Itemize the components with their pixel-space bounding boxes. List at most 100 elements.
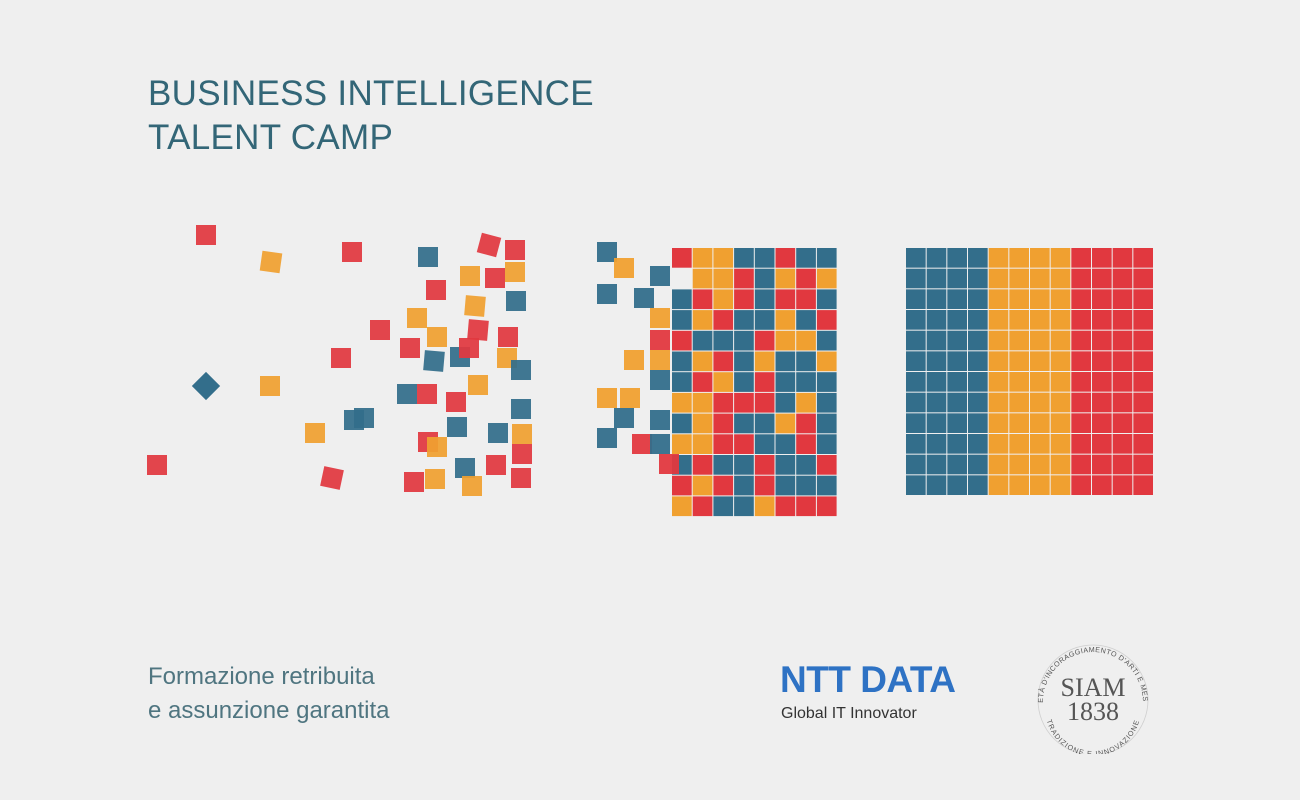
- mosaic-ordered-cell: [947, 392, 967, 413]
- mosaic-square: [400, 338, 420, 358]
- mosaic-ordered-cell: [906, 248, 926, 268]
- mosaic-ordered-cell: [947, 330, 967, 351]
- mosaic-ordered-cell: [1009, 434, 1029, 454]
- mosaic-square: [455, 458, 475, 478]
- mosaic-grid-cell: [672, 330, 692, 351]
- tagline-text: Formazione retribuita e assunzione garan…: [148, 660, 390, 728]
- mosaic-grid-cell: [692, 413, 713, 434]
- mosaic-grid-cell: [816, 351, 837, 372]
- mosaic-ordered-cell: [1071, 289, 1091, 309]
- mosaic-ordered-cell: [1092, 434, 1112, 454]
- mosaic-square: [342, 242, 362, 262]
- mosaic-square: [423, 350, 445, 372]
- mosaic-ordered-cell: [968, 434, 988, 454]
- mosaic-ordered-cell: [988, 310, 1009, 330]
- mosaic-square: [650, 370, 670, 390]
- mosaic-grid-cell: [775, 372, 796, 392]
- mosaic-ordered-cell: [947, 310, 967, 330]
- mosaic-ordered-cell: [1071, 351, 1091, 371]
- mosaic-square: [331, 348, 351, 368]
- mosaic-square: [464, 295, 486, 317]
- mosaic-ordered-cell: [988, 289, 1009, 309]
- mosaic-grid-cell: [713, 330, 734, 351]
- mosaic-ordered-cell: [988, 392, 1009, 413]
- mosaic-ordered-cell: [1030, 372, 1050, 392]
- mosaic-ordered-cell: [1050, 268, 1071, 289]
- mosaic-ordered-cell: [926, 372, 947, 392]
- mosaic-ordered-cell: [1092, 392, 1112, 413]
- mosaic-ordered-cell: [1133, 248, 1153, 268]
- mosaic-ordered-cell: [1030, 392, 1050, 413]
- siam-year: 1838: [1067, 697, 1119, 726]
- mosaic-ordered-cell: [947, 248, 967, 268]
- mosaic-grid-cell: [775, 392, 796, 413]
- mosaic-grid-cell: [796, 413, 816, 434]
- siam-seal-logo: SOCIETÀ D'INCORAGGIAMENTO D'ARTI E MESTI…: [1025, 638, 1150, 754]
- mosaic-ordered-cell: [1009, 330, 1029, 351]
- mosaic-ordered-cell: [1133, 475, 1153, 495]
- mosaic-ordered-cell: [926, 454, 947, 475]
- mosaic-grid-cell: [713, 392, 734, 413]
- mosaic-ordered-cell: [968, 330, 988, 351]
- mosaic-ordered-cell: [1009, 289, 1029, 309]
- mosaic-ordered-cell: [1030, 454, 1050, 475]
- mosaic-ordered-cell: [1009, 454, 1029, 475]
- mosaic-ordered-cell: [1030, 413, 1050, 433]
- mosaic-ordered-cell: [968, 392, 988, 413]
- mosaic-grid-cell: [692, 310, 713, 330]
- mosaic-grid-cell: [692, 372, 713, 392]
- mosaic-square: [597, 284, 617, 304]
- mosaic-ordered-cell: [947, 454, 967, 475]
- mosaic-grid-cell: [734, 434, 754, 454]
- mosaic-ordered-cell: [1050, 310, 1071, 330]
- mosaic-ordered-cell: [1092, 248, 1112, 268]
- mosaic-ordered-cell: [1071, 330, 1091, 351]
- mosaic-ordered-cell: [1009, 268, 1029, 289]
- mosaic-ordered-cell: [1071, 372, 1091, 392]
- mosaic-grid-cell: [796, 434, 816, 454]
- mosaic-ordered-cell: [1112, 330, 1133, 351]
- mosaic-grid-cell: [754, 310, 775, 330]
- mosaic-square: [486, 455, 506, 475]
- mosaic-ordered-cell: [906, 351, 926, 371]
- mosaic-square: [460, 266, 480, 286]
- mosaic-grid-cell: [775, 434, 796, 454]
- mosaic-grid-cell: [775, 330, 796, 351]
- mosaic-grid-cell: [713, 455, 734, 475]
- mosaic-grid-cell: [775, 248, 796, 268]
- mosaic-grid-cell: [713, 496, 734, 517]
- mosaic-grid-cell: [816, 475, 837, 496]
- mosaic-ordered-cell: [1112, 434, 1133, 454]
- mosaic-ordered-cell: [1009, 351, 1029, 371]
- mosaic-grid-cell: [775, 268, 796, 289]
- mosaic-grid-cell: [754, 330, 775, 351]
- mosaic-grid-cell: [692, 330, 713, 351]
- mosaic-ordered-cell: [968, 413, 988, 433]
- mosaic-square: [511, 360, 531, 380]
- mosaic-ordered-cell: [1050, 454, 1071, 475]
- mosaic-ordered-cell: [1133, 351, 1153, 371]
- mosaic-square: [370, 320, 390, 340]
- mosaic-ordered-cell: [1071, 475, 1091, 495]
- mosaic-square: [147, 455, 167, 475]
- mosaic-ordered-cell: [906, 372, 926, 392]
- mosaic-square: [404, 472, 424, 492]
- mosaic-square: [624, 350, 644, 370]
- mosaic-ordered-cell: [1050, 330, 1071, 351]
- mosaic-square: [260, 376, 280, 396]
- mosaic-grid-cell: [672, 289, 692, 310]
- mosaic-grid-cell: [672, 310, 692, 330]
- mosaic-square: [462, 476, 482, 496]
- mosaic-grid-cell: [672, 392, 692, 413]
- ntt-data-logo: NTT DATA Global IT Innovator: [780, 660, 1000, 730]
- mosaic-square: [397, 384, 417, 404]
- mosaic-ordered-cell: [926, 392, 947, 413]
- mosaic-square: [650, 330, 670, 350]
- mosaic-ordered-cell: [1112, 310, 1133, 330]
- mosaic-ordered-cell: [1009, 475, 1029, 495]
- mosaic-ordered-cell: [906, 475, 926, 495]
- mosaic-square: [506, 291, 526, 311]
- mosaic-ordered-cell: [947, 475, 967, 495]
- mosaic-grid-cell: [816, 372, 837, 392]
- mosaic-ordered-cell: [1092, 351, 1112, 371]
